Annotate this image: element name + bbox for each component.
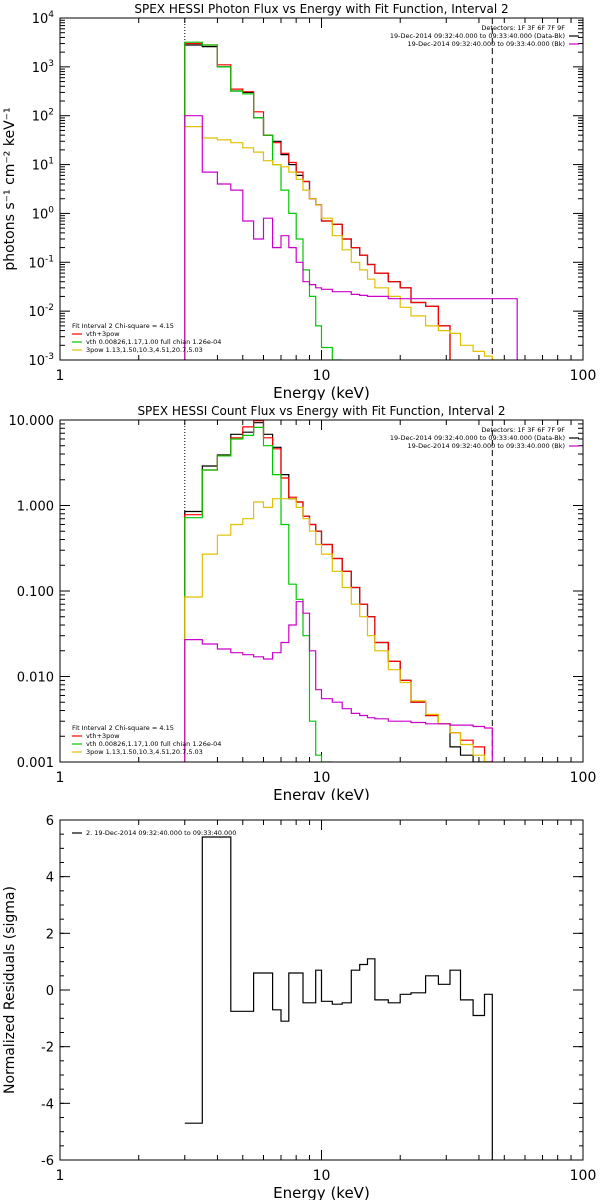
legend-line: 3pow 1.13,1.50,10.3,4.51,20.7,5.03 xyxy=(86,748,203,756)
y-tick-label: 0 xyxy=(46,984,54,999)
legend-line: vth 0.00826,1.17,1.00 full chian 1.26e-0… xyxy=(86,338,221,346)
series-vth xyxy=(184,41,343,360)
legend-line: vth+3pow xyxy=(86,732,120,740)
series-data xyxy=(184,44,451,360)
y-axis-label: Normalized Residuals (sigma) xyxy=(2,886,18,1094)
x-tick-label: 10 xyxy=(313,1168,331,1184)
y-tick-label: 10.000 xyxy=(9,414,55,429)
x-axis-label: Energy (keV) xyxy=(273,786,370,800)
x-tick-label: 1 xyxy=(56,368,65,384)
x-tick-label: 10 xyxy=(313,368,331,384)
plot-frame xyxy=(59,17,584,361)
header-line: Detectors: 1F 3F 6F 7F 9F xyxy=(481,24,565,32)
chart-title: SPEX HESSI Count Flux vs Energy with Fit… xyxy=(137,404,505,418)
y-tick-label: 103 xyxy=(32,59,54,76)
header-line: 19-Dec-2014 09:32:40.000 to 09:33:40.000… xyxy=(408,442,566,450)
count-flux-chart: SPEX HESSI Count Flux vs Energy with Fit… xyxy=(9,404,597,800)
legend-line: 3pow 1.13,1.50,10.3,4.51,20.7,5.03 xyxy=(86,346,203,354)
x-tick-label: 100 xyxy=(570,1168,597,1184)
header-line: 19-Dec-2014 09:32:40.000 to 09:33:40.000… xyxy=(408,40,566,48)
legend-line: 2. 19-Dec-2014 09:32:40.000 to 09:33:40.… xyxy=(86,829,236,837)
series-vth-3pow xyxy=(184,42,451,360)
series-data xyxy=(184,422,493,762)
y-tick-label: 100 xyxy=(32,205,55,222)
chart-title: SPEX HESSI Photon Flux vs Energy with Fi… xyxy=(134,2,508,16)
y-tick-label: 1.000 xyxy=(17,500,54,515)
residuals-chart: 1 10 100 -6 -4 -2 0 2 4 6 Energy (keV) Normalized R… xyxy=(2,814,597,1200)
x-axis-label: Energy (keV) xyxy=(273,384,370,400)
header-line: Detectors: 1F 3F 6F 7F 9F xyxy=(481,426,565,434)
y-tick-label: 6 xyxy=(46,814,54,829)
legend-line: vth+3pow xyxy=(86,330,120,338)
y-tick-label: -6 xyxy=(41,1154,54,1169)
y-tick-label: 0.100 xyxy=(17,585,54,600)
series-residuals xyxy=(184,836,493,1160)
y-tick-label: 101 xyxy=(32,157,54,174)
y-tick-label: -4 xyxy=(41,1097,54,1112)
x-tick-label: 100 xyxy=(570,368,597,384)
series-3pow xyxy=(184,126,505,360)
y-axis-label: photons s⁻¹ cm⁻² keV⁻¹ xyxy=(2,107,18,270)
y-tick-label: 0.001 xyxy=(17,756,54,771)
y-tick-label: 2 xyxy=(46,927,54,942)
y-tick-label: 10-1 xyxy=(28,254,54,271)
x-tick-label: 100 xyxy=(570,770,597,786)
x-tick-label: 1 xyxy=(56,770,65,786)
series-3pow xyxy=(184,498,493,762)
photon-flux-chart: SPEX HESSI Photon Flux vs Energy with Fi… xyxy=(2,2,597,400)
y-tick-label: 104 xyxy=(32,10,55,27)
y-tick-label: 10-3 xyxy=(28,352,54,369)
header-line: 19-Dec-2014 09:32:40.000 to 09:33:40.000… xyxy=(390,32,565,40)
x-axis-label: Energy (keV) xyxy=(273,1184,370,1200)
y-tick-label: 102 xyxy=(32,108,54,125)
y-tick-label: 0.010 xyxy=(17,671,54,686)
legend-line: Fit Interval 2 Chi-square = 4.15 xyxy=(72,322,174,330)
legend-line: Fit Interval 2 Chi-square = 4.15 xyxy=(72,724,174,732)
y-tick-label: -2 xyxy=(41,1041,54,1056)
plot-frame xyxy=(59,419,584,763)
y-tick-label: 4 xyxy=(46,871,54,886)
x-tick-label: 1 xyxy=(56,1168,65,1184)
legend-line: vth 0.00826,1.17,1.00 full chian 1.26e-0… xyxy=(86,740,221,748)
plot-frame xyxy=(59,819,584,1161)
series-background xyxy=(184,601,493,762)
series-vth xyxy=(184,426,333,762)
y-tick-label: 10-2 xyxy=(28,303,54,320)
header-line: 19-Dec-2014 09:32:40.000 to 09:33:40.000… xyxy=(390,434,565,442)
series-vth-3pow xyxy=(184,420,493,762)
x-tick-label: 10 xyxy=(313,770,331,786)
series-background xyxy=(184,115,518,360)
